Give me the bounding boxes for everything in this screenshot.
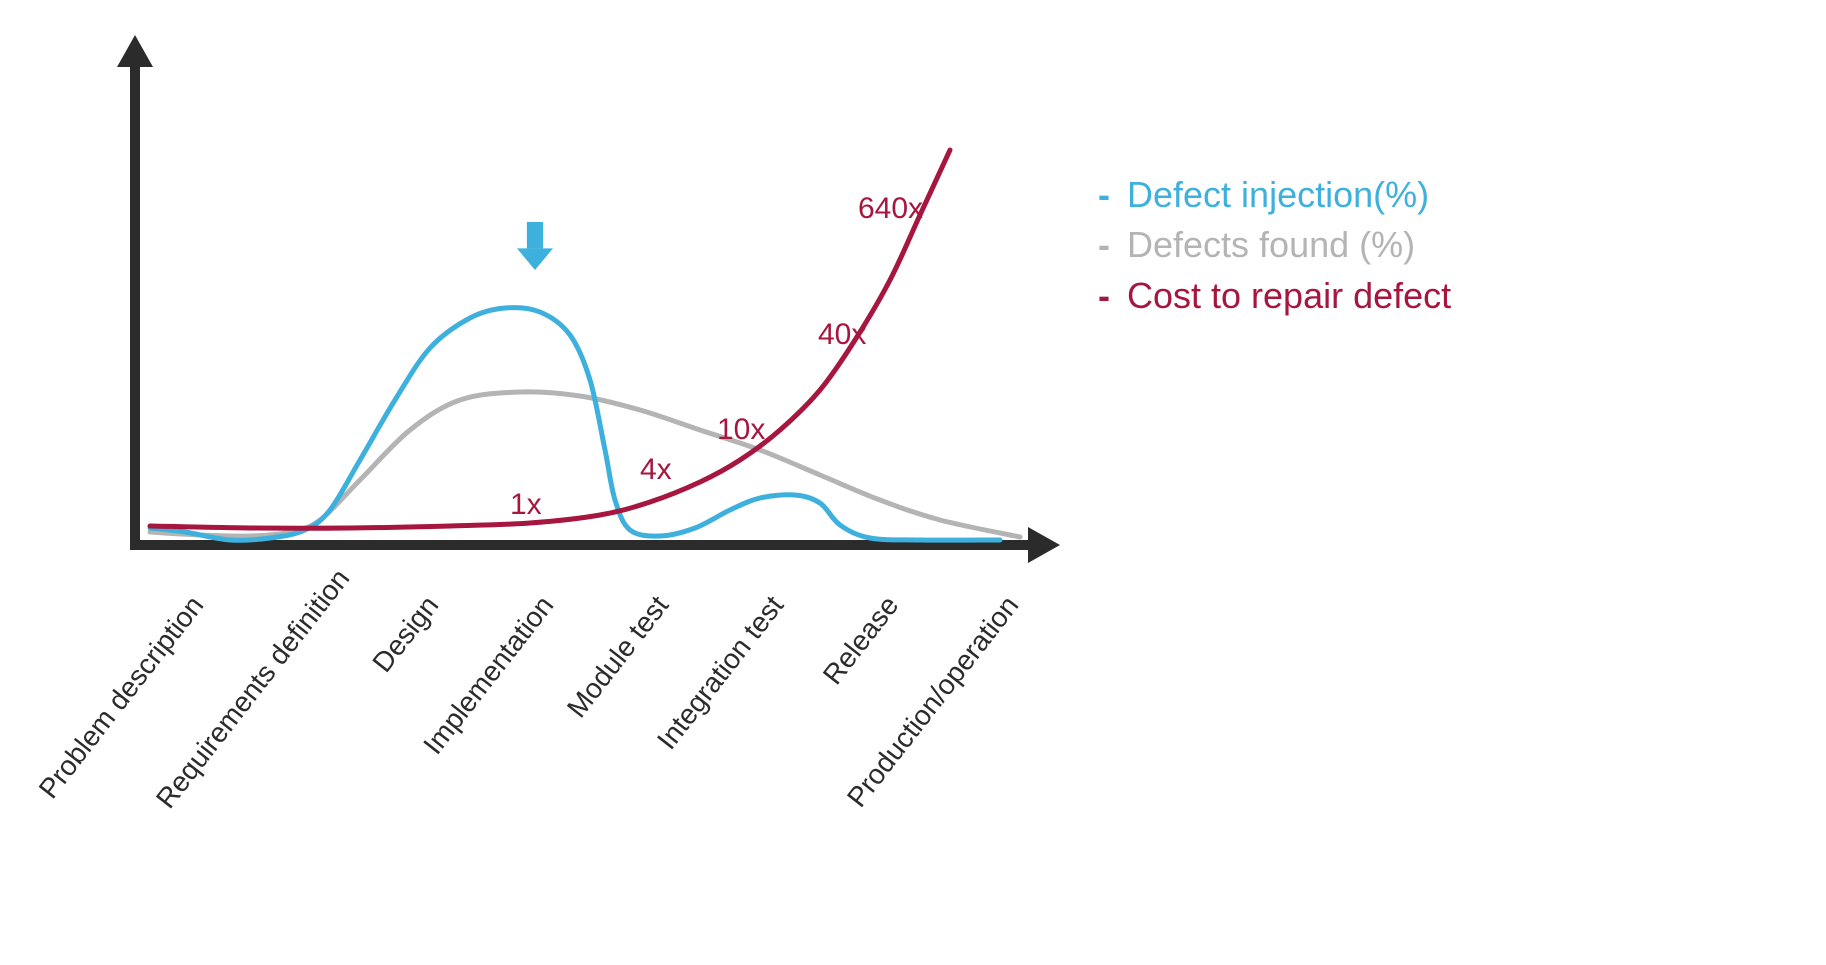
chart-svg [0, 0, 1826, 965]
x-axis-arrowhead [1028, 527, 1060, 563]
down-arrow-icon [517, 222, 553, 270]
defect-injection-curve [150, 308, 1000, 541]
y-axis-arrowhead [117, 35, 153, 67]
cost-to-repair-curve [150, 150, 950, 528]
axes-group [117, 35, 1060, 563]
chart-container: Problem description Requirements definit… [0, 0, 1826, 965]
